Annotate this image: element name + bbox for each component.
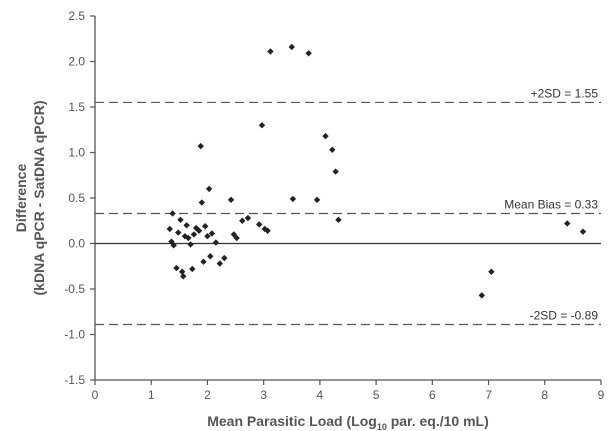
y-axis-title-line2: (kDNA qPCR - SatDNA qPCR) xyxy=(31,101,47,296)
x-tick-label: 2 xyxy=(204,388,211,402)
x-axis-title-end: par. eq./10 mL) xyxy=(387,413,489,429)
data-point xyxy=(564,220,571,227)
upper-limit-label: +2SD = 1.55 xyxy=(531,86,599,100)
x-tick-label: 7 xyxy=(485,388,492,402)
x-tick-label: 3 xyxy=(260,388,267,402)
data-point xyxy=(187,241,194,248)
data-point xyxy=(173,264,180,272)
data-point xyxy=(233,234,240,242)
data-point xyxy=(197,142,204,150)
data-point xyxy=(227,196,235,204)
data-point xyxy=(216,260,224,267)
y-tick-label: -1.0 xyxy=(64,328,85,342)
x-tick-label: 1 xyxy=(148,388,155,402)
lower-limit-label: -2SD = -0.89 xyxy=(530,308,599,322)
y-tick-label: 1.5 xyxy=(68,100,85,114)
data-point xyxy=(189,265,196,273)
data-point xyxy=(239,217,246,224)
data-point xyxy=(190,231,198,238)
data-point xyxy=(244,214,252,222)
y-tick-label: 2.5 xyxy=(68,9,85,23)
data-point xyxy=(488,268,495,275)
data-point xyxy=(175,229,182,236)
data-point xyxy=(166,225,173,233)
x-tick-label: 0 xyxy=(92,388,99,402)
data-point xyxy=(264,227,271,234)
data-point xyxy=(212,239,220,246)
y-axis-title-group: Difference (kDNA qPCR - SatDNA qPCR) xyxy=(13,101,47,296)
data-point xyxy=(200,258,207,265)
x-tick-label: 5 xyxy=(373,388,380,402)
data-point xyxy=(204,233,211,240)
data-point xyxy=(332,168,339,175)
mean-bias-label: Mean Bias = 0.33 xyxy=(504,197,598,211)
data-point xyxy=(579,228,587,235)
data-point xyxy=(329,146,336,153)
x-axis-title-main: Mean Parasitic Load (Log xyxy=(207,413,377,429)
x-tick-label: 4 xyxy=(317,388,324,402)
y-tick-label: -0.5 xyxy=(64,282,85,296)
y-tick-label: 0.5 xyxy=(68,191,85,205)
x-axis-title: Mean Parasitic Load (Log10 par. eq./10 m… xyxy=(207,413,489,431)
axis-labels: Mean Parasitic Load (Log10 par. eq./10 m… xyxy=(13,101,489,431)
data-point xyxy=(261,225,268,233)
x-tick-label: 6 xyxy=(429,388,436,402)
reference-lines: +2SD = 1.55 Mean Bias = 0.33 -2SD = -0.89 xyxy=(95,86,601,326)
data-point xyxy=(198,199,206,206)
data-point xyxy=(177,216,184,224)
data-point xyxy=(168,238,175,245)
data-point xyxy=(255,221,263,228)
data-point xyxy=(205,185,213,193)
data-point xyxy=(313,196,321,204)
data-point xyxy=(201,223,209,230)
y-tick-label: 2.0 xyxy=(68,55,85,69)
data-points xyxy=(166,43,587,299)
data-point xyxy=(195,227,203,234)
data-point xyxy=(178,268,186,275)
data-point xyxy=(208,230,216,237)
data-point xyxy=(305,50,312,57)
data-point xyxy=(207,253,214,260)
data-point xyxy=(322,132,329,140)
x-axis-title-sub: 10 xyxy=(377,422,387,431)
data-point xyxy=(267,48,274,55)
y-tick-label: 1.0 xyxy=(68,146,85,160)
axes: -1.5 -1.0 -0.5 0.0 0.5 1.0 1.5 2.0 2.5 0 1 2 3 4 5 6 7 8 9 xyxy=(64,9,604,402)
data-point xyxy=(221,254,228,262)
data-point xyxy=(185,234,192,242)
y-tick-label: -1.5 xyxy=(64,373,85,387)
x-tick-label: 8 xyxy=(541,388,548,402)
data-point xyxy=(230,231,238,238)
data-point xyxy=(478,292,486,299)
data-point xyxy=(169,210,176,217)
data-point xyxy=(180,273,187,280)
data-point xyxy=(170,242,177,249)
data-point xyxy=(258,122,266,129)
y-tick-label: 0.0 xyxy=(68,237,85,251)
data-point xyxy=(289,195,297,203)
y-axis-title-line1: Difference xyxy=(13,164,29,233)
data-point xyxy=(335,216,342,224)
x-tick-label: 9 xyxy=(598,388,605,402)
data-point xyxy=(288,43,295,51)
data-point xyxy=(183,222,190,229)
